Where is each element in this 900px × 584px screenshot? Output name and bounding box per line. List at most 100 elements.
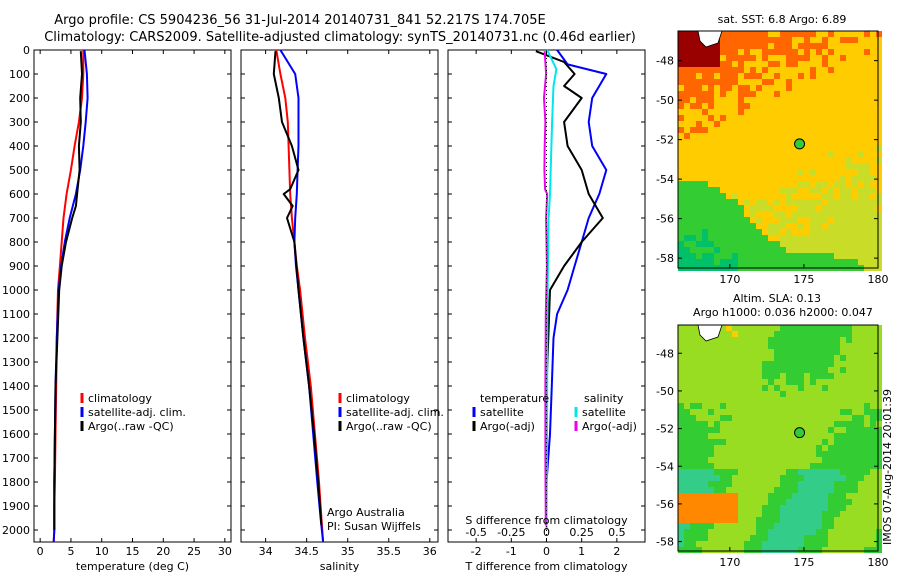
heatmap-cell (684, 523, 690, 529)
heatmap-cell (714, 259, 720, 265)
salinity-panel: 34 34.5 35 35.5 36salinityclimatologysatelli… (240, 49, 444, 573)
heatmap-cell (696, 475, 702, 481)
heatmap-cell (762, 55, 768, 61)
heatmap-cell (858, 481, 864, 487)
heatmap-cell (810, 205, 816, 211)
heatmap-cell (798, 73, 804, 79)
heatmap-cell (690, 499, 696, 505)
heatmap-cell (780, 337, 786, 343)
heatmap-cell (708, 193, 714, 199)
heatmap-cell (840, 97, 846, 103)
heatmap-cell (690, 385, 696, 391)
heatmap-cell (870, 157, 876, 163)
heatmap-cell (762, 331, 768, 337)
heatmap-cell (852, 343, 858, 349)
heatmap-cell (834, 337, 840, 343)
heatmap-cell (744, 331, 750, 337)
heatmap-cell (714, 139, 720, 145)
heatmap-cell (810, 523, 816, 529)
heatmap-cell (696, 433, 702, 439)
heatmap-cell (726, 349, 732, 355)
heatmap-cell (720, 403, 726, 409)
heatmap-cell (804, 241, 810, 247)
heatmap-cell (798, 199, 804, 205)
heatmap-cell (876, 139, 882, 145)
heatmap-cell (852, 403, 858, 409)
heatmap-cell (822, 421, 828, 427)
heatmap-cell (846, 451, 852, 457)
heatmap-cell (768, 91, 774, 97)
heatmap-cell (756, 433, 762, 439)
heatmap-cell (744, 163, 750, 169)
heatmap-cell (792, 517, 798, 523)
heatmap-cell (726, 481, 732, 487)
heatmap-cell (828, 475, 834, 481)
y-tick-label: -58 (656, 252, 674, 265)
heatmap-cell (852, 433, 858, 439)
heatmap-cell (828, 241, 834, 247)
heatmap-cell (798, 229, 804, 235)
heatmap-cell (852, 151, 858, 157)
heatmap-cell (834, 133, 840, 139)
heatmap-cell (750, 487, 756, 493)
heatmap-cell (858, 85, 864, 91)
x-tick-label: 15 (126, 545, 140, 558)
heatmap-cell (792, 499, 798, 505)
heatmap-cell (696, 115, 702, 121)
heatmap-cell (816, 361, 822, 367)
heatmap-cell (720, 235, 726, 241)
heatmap-cell (828, 115, 834, 121)
heatmap-cell (816, 367, 822, 373)
heatmap-cell (702, 493, 708, 499)
heatmap-cell (792, 409, 798, 415)
heatmap-cell (804, 181, 810, 187)
heatmap-cell (714, 181, 720, 187)
heatmap-cell (762, 73, 768, 79)
heatmap-cell (846, 199, 852, 205)
heatmap-cell (762, 505, 768, 511)
heatmap-cell (678, 487, 684, 493)
header-line1: Argo profile: CS 5904236_56 31-Jul-2014 … (54, 13, 545, 28)
heatmap-cell (816, 175, 822, 181)
heatmap-cell (810, 187, 816, 193)
heatmap-cell (786, 181, 792, 187)
heatmap-cell (708, 169, 714, 175)
heatmap-cell (768, 337, 774, 343)
heatmap-cell (738, 385, 744, 391)
heatmap-cell (828, 343, 834, 349)
heatmap-cell (690, 325, 696, 331)
heatmap-cell (786, 379, 792, 385)
heatmap-cell (834, 91, 840, 97)
heatmap-cell (834, 475, 840, 481)
heatmap-cell (714, 367, 720, 373)
heatmap-cell (756, 31, 762, 37)
heatmap-cell (840, 103, 846, 109)
heatmap-cell (732, 241, 738, 247)
heatmap-cell (714, 253, 720, 259)
heatmap-cell (840, 259, 846, 265)
heatmap-cell (726, 121, 732, 127)
heatmap-cell (744, 517, 750, 523)
heatmap-cell (744, 397, 750, 403)
heatmap-cell (792, 457, 798, 463)
legend-label: Argo(-adj) (480, 420, 535, 433)
heatmap-cell (774, 193, 780, 199)
heatmap-cell (708, 145, 714, 151)
heatmap-cell (816, 427, 822, 433)
heatmap-cell (750, 415, 756, 421)
heatmap-cell (732, 181, 738, 187)
heatmap-cell (798, 505, 804, 511)
heatmap-cell (726, 385, 732, 391)
heatmap-cell (684, 397, 690, 403)
heatmap-cell (750, 373, 756, 379)
heatmap-cell (822, 475, 828, 481)
heatmap-cell (786, 235, 792, 241)
heatmap-cell (714, 115, 720, 121)
heatmap-cell (756, 145, 762, 151)
heatmap-cell (696, 355, 702, 361)
heatmap-cell (732, 43, 738, 49)
heatmap-cell (708, 379, 714, 385)
x-tick-label: 0 (543, 545, 550, 558)
heatmap-cell (870, 445, 876, 451)
heatmap-cell (852, 181, 858, 187)
